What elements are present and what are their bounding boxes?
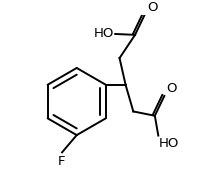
- Text: HO: HO: [159, 137, 179, 150]
- Text: HO: HO: [94, 27, 114, 40]
- Text: O: O: [166, 82, 177, 95]
- Text: O: O: [147, 1, 158, 14]
- Text: F: F: [58, 155, 65, 168]
